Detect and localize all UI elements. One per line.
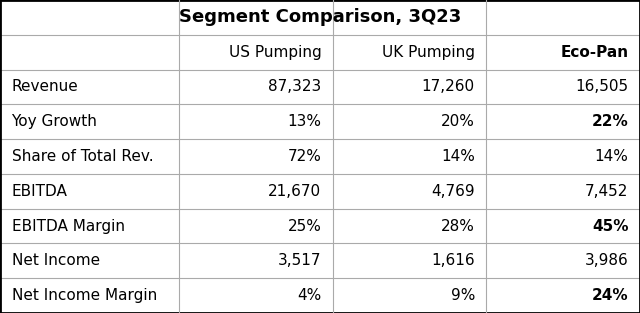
Text: 22%: 22%: [592, 114, 628, 129]
Text: 24%: 24%: [592, 288, 628, 303]
Text: 1,616: 1,616: [431, 253, 475, 268]
Text: 25%: 25%: [287, 218, 321, 233]
Text: Net Income: Net Income: [12, 253, 100, 268]
Text: Yoy Growth: Yoy Growth: [12, 114, 97, 129]
Text: Share of Total Rev.: Share of Total Rev.: [12, 149, 153, 164]
Text: 13%: 13%: [287, 114, 321, 129]
Text: Eco-Pan: Eco-Pan: [561, 45, 628, 60]
Text: 45%: 45%: [592, 218, 628, 233]
Text: 9%: 9%: [451, 288, 475, 303]
Text: 14%: 14%: [595, 149, 628, 164]
Text: UK Pumping: UK Pumping: [382, 45, 475, 60]
Text: Net Income Margin: Net Income Margin: [12, 288, 157, 303]
Text: 20%: 20%: [441, 114, 475, 129]
Text: EBITDA: EBITDA: [12, 184, 67, 199]
Text: US Pumping: US Pumping: [228, 45, 321, 60]
Text: 16,505: 16,505: [575, 80, 628, 95]
Text: 4%: 4%: [297, 288, 321, 303]
Text: 14%: 14%: [441, 149, 475, 164]
Text: 4,769: 4,769: [431, 184, 475, 199]
Text: 72%: 72%: [287, 149, 321, 164]
Text: Revenue: Revenue: [12, 80, 78, 95]
Text: Segment Comparison, 3Q23: Segment Comparison, 3Q23: [179, 8, 461, 26]
Text: 3,986: 3,986: [585, 253, 628, 268]
Text: 3,517: 3,517: [278, 253, 321, 268]
Text: EBITDA Margin: EBITDA Margin: [12, 218, 125, 233]
Text: 17,260: 17,260: [422, 80, 475, 95]
Text: 21,670: 21,670: [268, 184, 321, 199]
Text: 7,452: 7,452: [585, 184, 628, 199]
Text: 28%: 28%: [441, 218, 475, 233]
Text: 87,323: 87,323: [268, 80, 321, 95]
